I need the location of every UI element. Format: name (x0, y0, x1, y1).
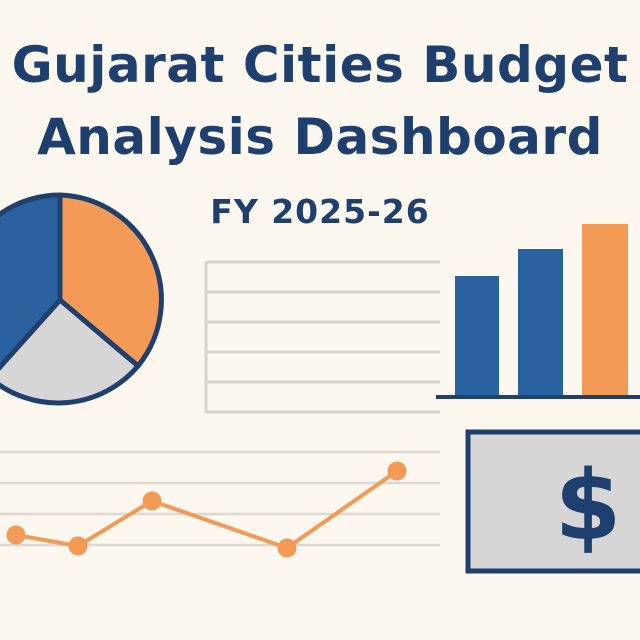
dollar-sign: $ (555, 450, 622, 562)
pie-chart-icon (0, 192, 164, 406)
money-card-icon: $ (465, 429, 640, 574)
money-card (465, 429, 640, 574)
title-line-1: Gujarat Cities Budget (11, 36, 629, 94)
trend-point (142, 491, 162, 511)
bar-chart-icon (436, 224, 640, 399)
bar-2 (518, 249, 563, 396)
pie-slice-blue (0, 192, 63, 371)
fiscal-year-subtitle: FY 2025-26 (210, 192, 430, 231)
trend-point (387, 461, 407, 481)
bar-1 (455, 276, 499, 396)
document-lines-icon (204, 260, 440, 414)
pie-slice-orange (57, 192, 164, 369)
title-line-2: Analysis Dashboard (37, 108, 603, 166)
trend-point (68, 536, 88, 556)
trend-point (6, 525, 26, 545)
trend-point (277, 538, 297, 558)
bar-3 (582, 224, 628, 396)
pie-slice-gray (0, 297, 141, 406)
line-chart-icon (0, 450, 440, 558)
